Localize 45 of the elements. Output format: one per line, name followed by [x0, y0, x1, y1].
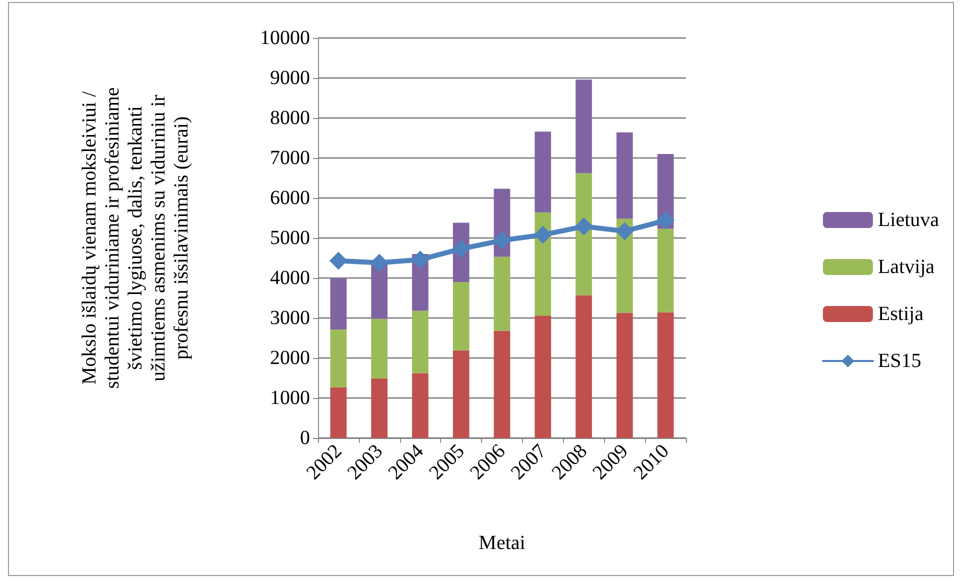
point	[656, 211, 675, 230]
point	[411, 250, 430, 269]
bar	[576, 173, 592, 296]
y-tick-label: 2000	[270, 347, 310, 369]
bar	[616, 132, 633, 219]
y-tick-label: 4000	[270, 267, 310, 289]
point	[493, 231, 511, 250]
y-tick-label: 1000	[270, 387, 310, 409]
y-tick-label: 0	[300, 427, 310, 449]
bar	[330, 387, 347, 438]
legend-label: Lietuva	[878, 209, 940, 231]
bar	[534, 132, 552, 212]
bar	[371, 378, 388, 438]
bar	[657, 228, 674, 312]
bar	[576, 80, 592, 174]
y-tick-label: 5000	[270, 227, 310, 249]
bar	[412, 310, 428, 374]
bar	[576, 295, 592, 438]
bar	[534, 316, 552, 438]
point	[329, 252, 348, 270]
bar	[494, 256, 510, 331]
y-tick-label: 7000	[270, 147, 310, 169]
point	[452, 240, 470, 258]
bar	[371, 318, 388, 378]
bar	[412, 373, 428, 438]
point	[534, 226, 552, 244]
bar	[330, 278, 347, 330]
bar	[494, 330, 510, 438]
x-axis-title: Metai	[478, 532, 526, 554]
y-tick-label: 10000	[260, 27, 310, 49]
y-tick-label: 3000	[270, 307, 310, 329]
bar	[616, 312, 633, 438]
bar	[452, 350, 470, 438]
bar	[452, 282, 470, 350]
legend-label: Latvija	[878, 256, 935, 278]
y-axis-title: Mokslo išlaidų vienam moksleiviui / studentui viduriniame ir profesiniame švietimo lygiuose, dalis, tenkanti užimtiems asmenims su viduriniu ir profesnu išsilavinimais (eurai)	[78, 87, 192, 389]
point	[574, 217, 593, 236]
y-tick-label: 6000	[270, 187, 310, 209]
bar	[330, 330, 347, 388]
legend-label: Estija	[878, 303, 924, 325]
point	[616, 222, 634, 240]
y-tick-label: 9000	[270, 67, 310, 89]
legend-label: ES15	[878, 350, 922, 372]
y-tick-label: 8000	[270, 107, 310, 129]
bar	[657, 312, 674, 438]
